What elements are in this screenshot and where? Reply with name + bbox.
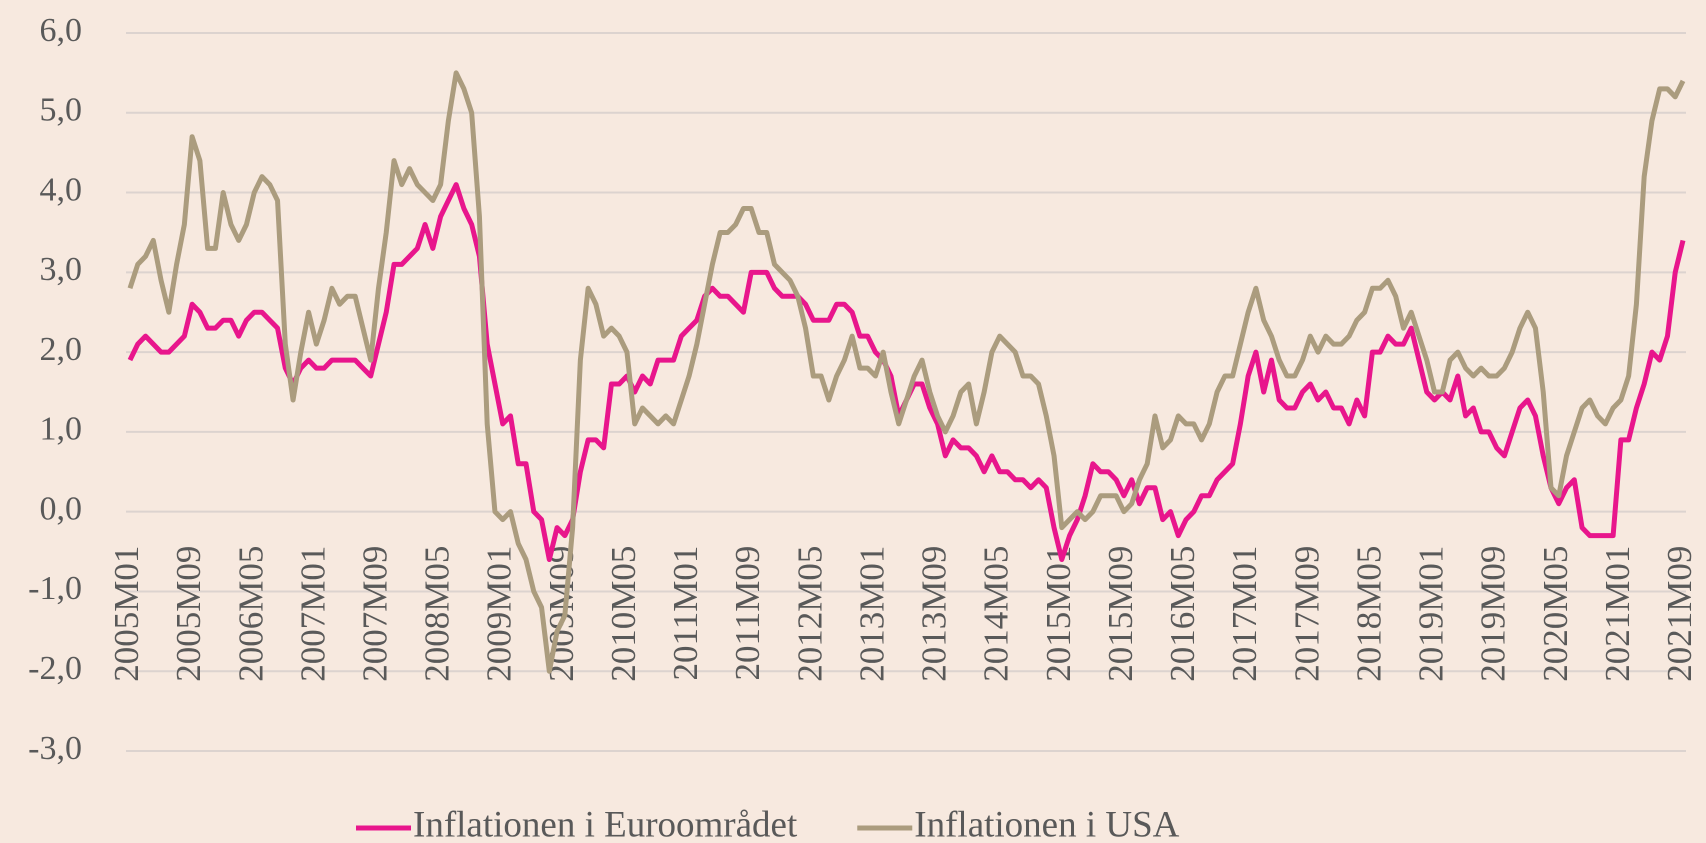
x-tick-label: 2018M05: [1349, 546, 1388, 682]
x-tick-label: 2021M09: [1660, 546, 1699, 682]
x-tick-label: 2009M01: [480, 546, 519, 682]
legend-label: Inflationen i Euroområdet: [413, 804, 798, 843]
x-tick-label: 2012M05: [790, 546, 829, 682]
x-tick-label: 2011M09: [728, 546, 767, 681]
x-tick-label: 2007M01: [293, 546, 332, 682]
y-tick-label: 4,0: [40, 171, 83, 208]
x-tick-label: 2011M01: [666, 546, 705, 681]
series-line: [127, 70, 1686, 674]
x-tick-label: 2005M09: [169, 546, 208, 682]
y-tick-label: -3,0: [28, 730, 82, 767]
y-tick-label: 6,0: [40, 12, 83, 49]
x-tick-label: 2019M09: [1474, 546, 1513, 682]
x-tick-label: 2013M01: [852, 546, 891, 682]
x-tick-label: 2019M01: [1412, 546, 1451, 682]
y-tick-label: 0,0: [40, 490, 83, 527]
x-tick-label: 2020M05: [1536, 546, 1575, 682]
y-tick-label: 1,0: [40, 411, 83, 448]
x-tick-label: 2007M09: [356, 546, 395, 682]
x-tick-label: 2006M05: [231, 546, 270, 682]
x-tick-label: 2008M05: [418, 546, 457, 682]
x-tick-label: 2014M05: [977, 546, 1016, 682]
y-tick-label: 5,0: [40, 92, 83, 129]
y-tick-label: 3,0: [40, 251, 83, 288]
y-tick-label: 2,0: [40, 331, 83, 368]
legend: Inflationen i Euroområdet Inflationen i U…: [356, 804, 1180, 843]
x-tick-label: 2017M09: [1287, 546, 1326, 682]
x-tick-label: 2017M01: [1225, 546, 1264, 682]
x-tick-label: 2016M05: [1163, 546, 1202, 682]
x-tick-label: 2015M09: [1101, 546, 1140, 682]
x-tick-label: 2021M01: [1598, 546, 1637, 682]
y-tick-label: -1,0: [28, 570, 82, 607]
x-tick-label: 2010M05: [604, 546, 643, 682]
x-tick-label: 2015M01: [1039, 546, 1078, 682]
y-tick-label: -2,0: [28, 650, 82, 687]
x-tick-label: 2013M09: [915, 546, 954, 682]
legend-label: Inflationen i USA: [914, 804, 1179, 843]
x-tick-label: 2005M01: [107, 546, 146, 682]
